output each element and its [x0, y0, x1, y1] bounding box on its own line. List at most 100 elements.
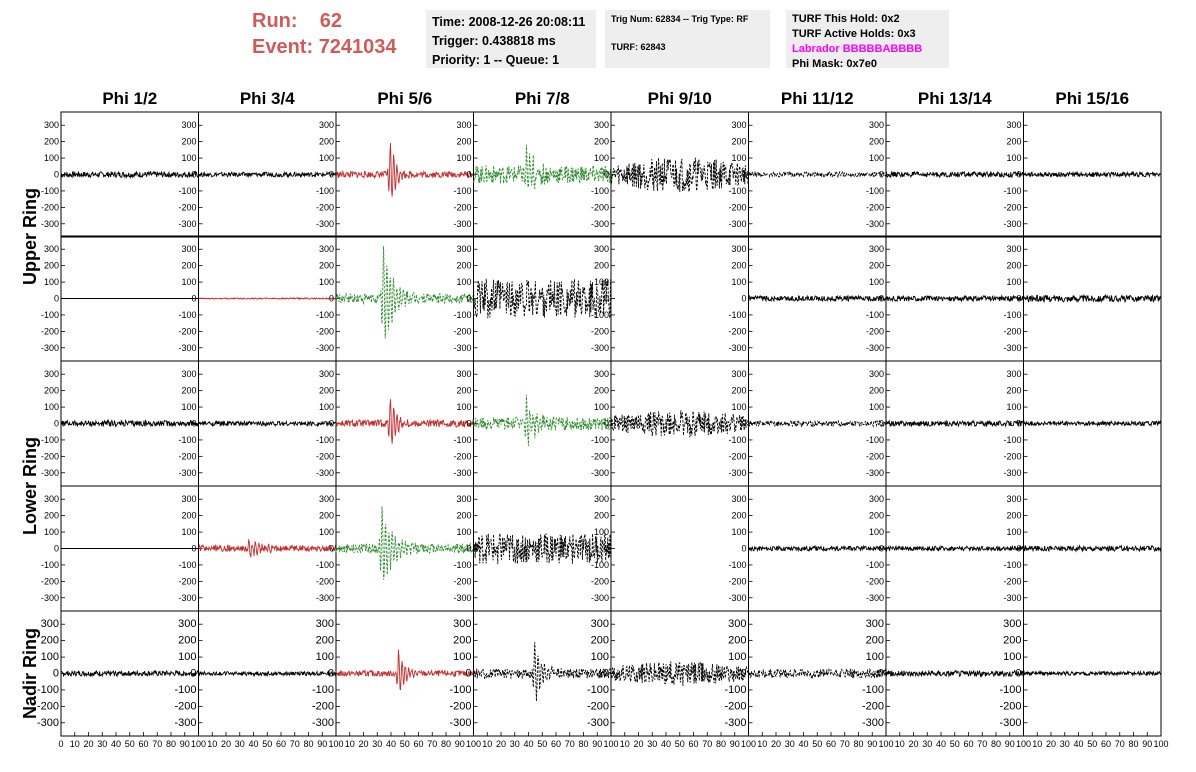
y-tick-label: -300: [1003, 343, 1021, 353]
waveform-panel: 300 200 100 0 -100 -200 -300: [453, 235, 612, 362]
y-tick-label: 200: [453, 635, 471, 647]
time-trigger-box: Time: 2008-12-26 20:08:11 Trigger: 0.438…: [426, 10, 596, 68]
y-tick-label: 300: [456, 244, 471, 254]
y-tick-label: 100: [178, 651, 196, 663]
y-tick-label: -100: [862, 684, 884, 696]
y-tick-label: 100: [731, 402, 746, 412]
run-event-box: Run: 62 Event: 7241034: [252, 8, 420, 68]
waveform-panel: 300 200 100 0 -100 -200 -300: [316, 111, 474, 238]
y-tick-label: 200: [869, 511, 884, 521]
y-tick-label: -200: [1003, 326, 1021, 336]
waveform-panel: 300 200 100 0 -100 -200 -300: [316, 235, 474, 362]
waveform-trace: [473, 278, 612, 319]
x-tick-label: 80: [578, 739, 588, 749]
waveform-trace: [885, 669, 1024, 678]
y-tick-label: 100: [1006, 402, 1021, 412]
x-tick-label: 90: [180, 739, 190, 749]
y-tick-label: 200: [731, 137, 746, 147]
x-tick-label: 50: [125, 739, 135, 749]
x-tick-label: 80: [166, 739, 176, 749]
y-tick-label: -300: [728, 593, 746, 603]
waveform-panel: 300 200 100 0 -100 -200 -300: [178, 360, 337, 487]
y-tick-label: -300: [41, 219, 59, 229]
x-tick-label: 20: [771, 739, 781, 749]
y-tick-label: 100: [41, 651, 59, 663]
y-tick-label: 0: [465, 668, 471, 680]
y-tick-label: -200: [453, 202, 471, 212]
y-tick-label: 200: [869, 137, 884, 147]
y-tick-label: -300: [41, 468, 59, 478]
y-tick-label: -100: [453, 310, 471, 320]
x-tick-label: 40: [111, 739, 121, 749]
y-tick-label: 200: [869, 261, 884, 271]
column-header: Phi 13/14: [918, 89, 992, 108]
y-tick-label: 0: [329, 544, 334, 554]
waveform-trace: [198, 296, 337, 301]
y-tick-label: 100: [594, 277, 609, 287]
x-tick-label: 70: [290, 739, 300, 749]
y-tick-label: 100: [869, 402, 884, 412]
y-tick-label: 300: [181, 244, 196, 254]
y-tick-label: 200: [181, 386, 196, 396]
y-tick-label: 0: [466, 544, 471, 554]
y-tick-label: 200: [181, 511, 196, 521]
waveform-panel: 300 200 100 0 -100 -200 -300: [1003, 235, 1162, 362]
x-tick-label: 50: [400, 739, 410, 749]
y-tick-label: -300: [41, 593, 59, 603]
column-header: Phi 5/6: [377, 89, 432, 108]
y-tick-label: -100: [866, 435, 884, 445]
waveform-trace: [60, 170, 199, 180]
column-header: Phi 9/10: [648, 89, 712, 108]
waveform-trace: [473, 642, 612, 702]
y-tick-label: -300: [728, 343, 746, 353]
y-tick-label: -100: [178, 560, 196, 570]
y-tick-label: -200: [728, 451, 746, 461]
y-tick-label: -100: [312, 684, 334, 696]
waveform-panel: 300 200 100 0 -100 -200 -300: [174, 610, 337, 737]
phi-mask-text: Phi Mask: 0x7e0: [792, 58, 877, 70]
y-tick-label: 0: [1016, 294, 1021, 304]
waveform-panel: 300 200 100 0 -100 -200 -300: [587, 610, 749, 737]
y-tick-label: 100: [456, 153, 471, 163]
waveform-panel: 300 200 100 0 -100 -200 -300: [453, 485, 612, 612]
waveform-trace: [885, 419, 1024, 428]
y-tick-label: -300: [453, 219, 471, 229]
y-tick-label: 200: [44, 261, 59, 271]
waveform-trace: [1023, 170, 1162, 179]
y-tick-label: -300: [728, 219, 746, 229]
x-tick-label: 60: [276, 739, 286, 749]
y-tick-label: 300: [44, 369, 59, 379]
y-tick-label: 200: [44, 386, 59, 396]
waveform-trace: [1023, 669, 1162, 677]
x-tick-label: 100: [741, 739, 756, 749]
y-tick-label: 200: [456, 261, 471, 271]
y-tick-label: -300: [999, 717, 1021, 729]
y-tick-label: -200: [866, 202, 884, 212]
trig-num-text: Trig Num: 62834 -- Trig Type: RF: [611, 14, 749, 24]
y-tick-label: -200: [449, 700, 471, 712]
y-tick-label: 200: [181, 137, 196, 147]
x-tick-label: 20: [496, 739, 506, 749]
y-tick-label: 0: [1016, 170, 1021, 180]
waveform-trace: [748, 668, 887, 680]
x-tick-label: 30: [647, 739, 657, 749]
waveform-trace: [335, 649, 474, 691]
y-tick-label: -100: [41, 435, 59, 445]
x-tick-label: 60: [413, 739, 423, 749]
ring-label: Upper Ring: [20, 188, 40, 285]
waveform-panel: 300 200 100 0 -100 -200 -300: [591, 485, 749, 612]
y-tick-label: -100: [724, 684, 746, 696]
x-tick-label: 10: [345, 739, 355, 749]
y-tick-label: -100: [453, 186, 471, 196]
x-tick-label: 90: [317, 739, 327, 749]
time-text: Time: 2008-12-26 20:08:11: [432, 15, 586, 29]
waveform-panel: 300 200 100 0 -100 -200 -300: [591, 111, 749, 238]
x-tick-label: 90: [592, 739, 602, 749]
y-tick-label: 200: [319, 386, 334, 396]
waveform-trace: [885, 544, 1024, 553]
y-tick-label: -100: [174, 684, 196, 696]
y-tick-label: 300: [1006, 369, 1021, 379]
y-tick-label: 300: [453, 618, 471, 630]
y-tick-label: -200: [41, 326, 59, 336]
y-tick-label: 0: [604, 419, 609, 429]
